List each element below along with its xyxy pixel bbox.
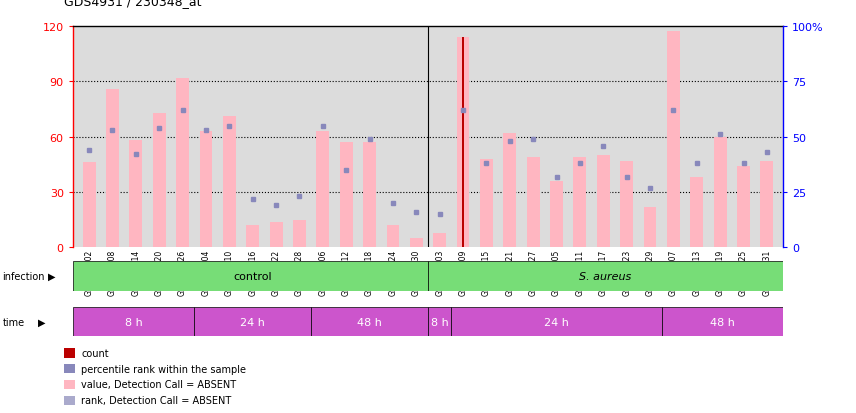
Text: S. aureus: S. aureus bbox=[580, 271, 632, 281]
Bar bbox=[270, 222, 282, 248]
Text: 8 h: 8 h bbox=[125, 317, 142, 327]
Bar bbox=[428, 261, 783, 291]
Bar bbox=[194, 307, 311, 337]
Bar bbox=[410, 239, 423, 248]
Bar bbox=[387, 225, 400, 248]
Text: 48 h: 48 h bbox=[357, 317, 382, 327]
Text: 8 h: 8 h bbox=[431, 317, 449, 327]
Bar bbox=[574, 158, 586, 248]
Bar bbox=[247, 225, 259, 248]
Bar bbox=[456, 38, 469, 248]
Bar bbox=[667, 32, 680, 248]
Bar bbox=[340, 143, 353, 248]
Text: infection: infection bbox=[3, 271, 45, 281]
Bar bbox=[129, 141, 142, 248]
Bar bbox=[83, 163, 96, 248]
Text: control: control bbox=[234, 271, 272, 281]
Text: 24 h: 24 h bbox=[544, 317, 569, 327]
Bar bbox=[737, 167, 750, 248]
Bar bbox=[199, 132, 212, 248]
Bar bbox=[760, 161, 773, 248]
Text: rank, Detection Call = ABSENT: rank, Detection Call = ABSENT bbox=[81, 395, 232, 405]
Bar bbox=[428, 307, 451, 337]
Bar bbox=[153, 114, 166, 248]
Bar bbox=[223, 117, 235, 248]
Bar bbox=[550, 182, 563, 248]
Text: ▶: ▶ bbox=[38, 317, 45, 327]
Bar bbox=[73, 261, 428, 291]
Bar bbox=[461, 38, 465, 248]
Text: value, Detection Call = ABSENT: value, Detection Call = ABSENT bbox=[81, 380, 236, 389]
Bar bbox=[690, 178, 703, 248]
Bar bbox=[433, 233, 446, 248]
Bar bbox=[311, 307, 428, 337]
Bar bbox=[597, 156, 609, 248]
Bar bbox=[363, 143, 376, 248]
Bar bbox=[644, 207, 657, 248]
Bar bbox=[714, 137, 727, 248]
Bar bbox=[503, 134, 516, 248]
Text: ▶: ▶ bbox=[48, 271, 56, 281]
Bar bbox=[662, 307, 783, 337]
Bar bbox=[73, 307, 194, 337]
Bar bbox=[480, 159, 493, 248]
Bar bbox=[621, 161, 633, 248]
Bar bbox=[451, 307, 662, 337]
Text: GDS4931 / 230348_at: GDS4931 / 230348_at bbox=[64, 0, 202, 8]
Text: 48 h: 48 h bbox=[710, 317, 735, 327]
Text: 24 h: 24 h bbox=[241, 317, 265, 327]
Bar bbox=[526, 158, 539, 248]
Bar bbox=[176, 78, 189, 248]
Text: time: time bbox=[3, 317, 25, 327]
Bar bbox=[106, 90, 119, 248]
Text: percentile rank within the sample: percentile rank within the sample bbox=[81, 364, 247, 374]
Text: count: count bbox=[81, 348, 109, 358]
Bar bbox=[293, 220, 306, 248]
Bar bbox=[317, 132, 330, 248]
